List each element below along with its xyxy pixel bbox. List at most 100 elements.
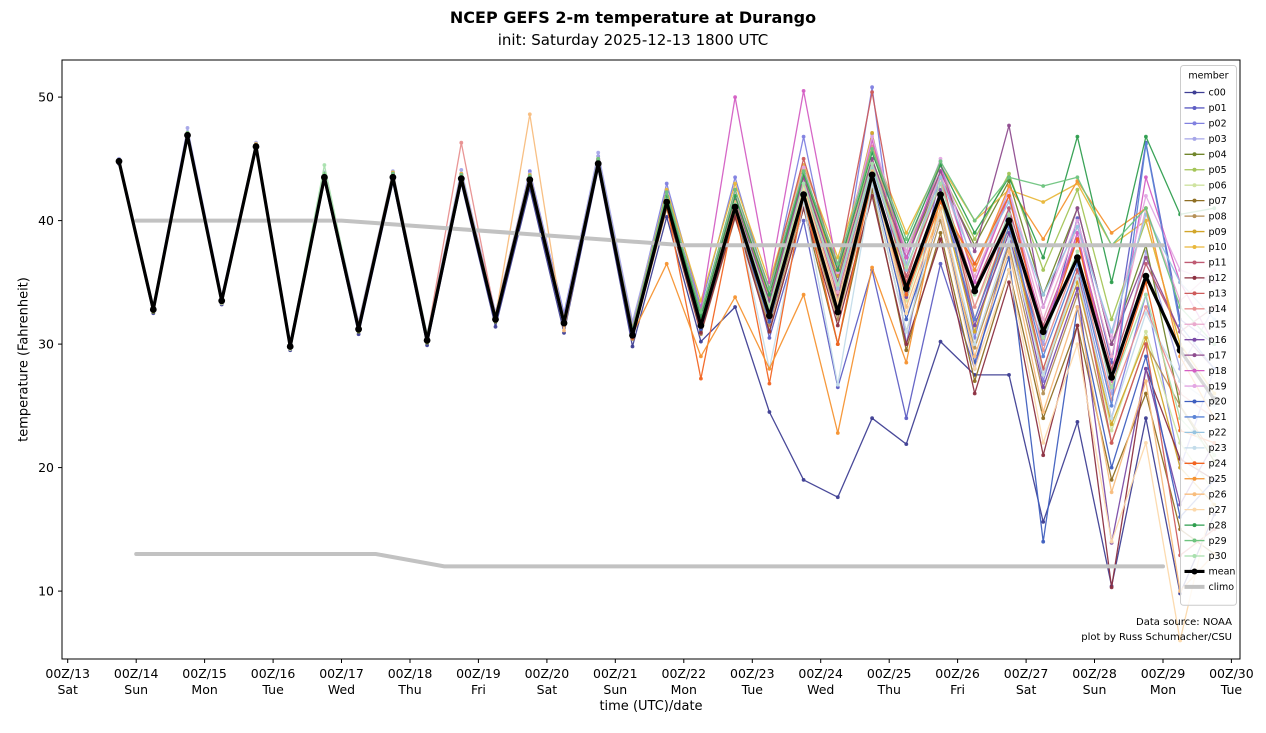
series-p21 (117, 133, 1217, 408)
axes-box (61, 59, 1241, 660)
x-tick-day-label: Wed (807, 682, 834, 697)
x-tick-label: 00Z/27 (1004, 666, 1049, 681)
legend-entry-p04: p04 (1184, 150, 1227, 161)
legend-entry-p27: p27 (1184, 505, 1227, 516)
x-tick-label: 00Z/14 (114, 666, 159, 681)
x-tick-day-label: Wed (328, 682, 355, 697)
legend-entry-label: p25 (1209, 474, 1227, 485)
legend-entry-p10: p10 (1184, 242, 1227, 253)
series-p18 (117, 89, 1217, 383)
x-axis-label: time (UTC)/date (599, 699, 703, 714)
x-tick-label: 00Z/25 (867, 666, 912, 681)
y-axis-label: temperature (Fahrenheit) (16, 277, 32, 442)
legend-entry-p03: p03 (1184, 134, 1227, 145)
legend-entry-p30: p30 (1184, 551, 1227, 562)
y-tick-label: 20 (38, 460, 54, 475)
x-tick-day-label: Sat (537, 682, 558, 697)
legend-entry-label: p11 (1209, 258, 1227, 269)
legend-entry-p26: p26 (1184, 489, 1227, 500)
series-p14 (117, 132, 1217, 421)
legend-entry-label: c00 (1209, 88, 1226, 99)
x-tick-day-label: Mon (671, 682, 697, 697)
legend-entry-p09: p09 (1184, 227, 1227, 238)
x-tick-label: 00Z/30 (1209, 666, 1254, 681)
x-tick-label: 00Z/13 (45, 666, 90, 681)
legend-entry-p12: p12 (1184, 273, 1227, 284)
x-tick-day-label: Tue (261, 682, 284, 697)
chart-title: NCEP GEFS 2-m temperature at Durango (449, 8, 817, 27)
legend-entry-p13: p13 (1184, 289, 1227, 300)
legend-entry-p24: p24 (1184, 459, 1227, 470)
data-source-text: Data source: NOAA (1136, 617, 1232, 628)
legend-entry-label: p28 (1209, 520, 1227, 531)
legend-entry-p08: p08 (1184, 211, 1227, 222)
legend-entry-p18: p18 (1184, 366, 1227, 377)
legend-entry-label: p29 (1209, 536, 1227, 547)
legend-entry-label: p02 (1209, 119, 1227, 130)
legend-entry-mean: mean (1184, 567, 1236, 578)
x-tick-label: 00Z/26 (935, 666, 980, 681)
legend-entry-label: p30 (1209, 551, 1227, 562)
legend-entry-label: p13 (1209, 289, 1227, 300)
legend-entry-label: p16 (1209, 335, 1227, 346)
x-tick-label: 00Z/29 (1141, 666, 1186, 681)
x-tick-day-label: Sat (1016, 682, 1037, 697)
y-tick-label: 50 (38, 90, 54, 105)
legend-entry-p14: p14 (1184, 304, 1227, 315)
legend-entry-label: p10 (1209, 242, 1227, 253)
x-tick-label: 00Z/19 (456, 666, 501, 681)
x-tick-label: 00Z/28 (1072, 666, 1117, 681)
legend-entry-label: p17 (1209, 350, 1227, 361)
legend-entry-label: p23 (1209, 443, 1227, 454)
legend-entry-p21: p21 (1184, 412, 1227, 423)
legend-entry-label: mean (1209, 567, 1236, 578)
legend-entry-p22: p22 (1184, 428, 1227, 439)
legend-entry-label: p04 (1209, 150, 1227, 161)
legend-entry-p06: p06 (1184, 180, 1227, 191)
legend-entry-label: p07 (1209, 196, 1227, 207)
x-tick-label: 00Z/22 (662, 666, 707, 681)
legend-entry-label: p20 (1209, 397, 1227, 408)
x-tick-day-label: Sun (124, 682, 148, 697)
x-tick-label: 00Z/24 (798, 666, 843, 681)
legend-entry-p02: p02 (1184, 119, 1227, 130)
legend-entry-p16: p16 (1184, 335, 1227, 346)
legend-entry-label: p01 (1209, 103, 1227, 114)
x-tick-day-label: Tue (741, 682, 764, 697)
legend-entry-label: p27 (1209, 505, 1227, 516)
legend-entry-label: p24 (1209, 459, 1227, 470)
legend-entry-p29: p29 (1184, 536, 1227, 547)
x-tick-label: 00Z/17 (319, 666, 364, 681)
legend-entry-p15: p15 (1184, 319, 1227, 330)
legend-entry-p11: p11 (1184, 258, 1227, 269)
legend-entry-label: p12 (1209, 273, 1227, 284)
x-tick-day-label: Thu (397, 682, 421, 697)
legend-entry-p20: p20 (1184, 397, 1227, 408)
legend-entry-p05: p05 (1184, 165, 1227, 176)
legend-entry-label: climo (1209, 582, 1235, 593)
legend-entry-label: p14 (1209, 304, 1227, 315)
credit-annotation: Data source: NOAA plot by Russ Schumache… (0, 615, 1232, 645)
x-tick-label: 00Z/20 (525, 666, 570, 681)
legend-entry-p07: p07 (1184, 196, 1227, 207)
legend-entry-label: p26 (1209, 489, 1227, 500)
climo-lower-line (134, 552, 1165, 569)
y-tick-label: 10 (38, 584, 54, 599)
x-tick-day-label: Sat (57, 682, 78, 697)
legend-entry-label: p08 (1209, 211, 1227, 222)
chart-subtitle: init: Saturday 2025-12-13 1800 UTC (497, 31, 769, 49)
legend-entry-p19: p19 (1184, 381, 1227, 392)
legend-entry-climo: climo (1184, 582, 1235, 593)
x-tick-day-label: Mon (1150, 682, 1176, 697)
x-tick-day-label: Tue (1220, 682, 1243, 697)
x-tick-label: 00Z/16 (251, 666, 296, 681)
legend-entry-p23: p23 (1184, 443, 1227, 454)
legend-entry-label: p03 (1209, 134, 1227, 145)
legend-entry-p01: p01 (1184, 103, 1227, 114)
x-tick-day-label: Mon (191, 682, 217, 697)
legend-entry-label: p21 (1209, 412, 1227, 423)
legend-entry-label: p09 (1209, 227, 1227, 238)
x-tick-label: 00Z/18 (388, 666, 433, 681)
